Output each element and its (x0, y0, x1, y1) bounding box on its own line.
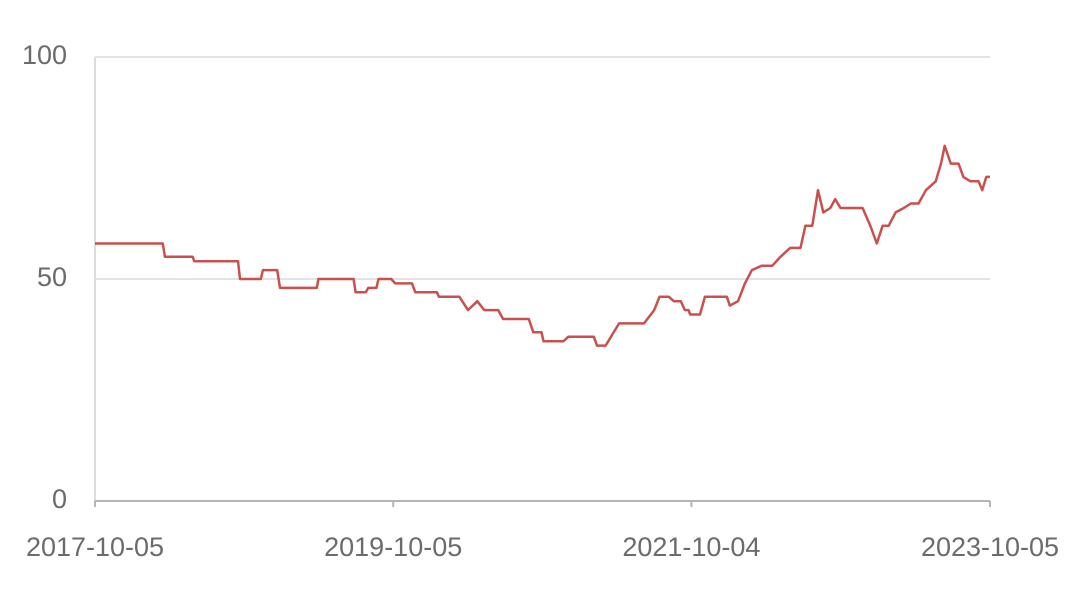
y-tick-label: 100 (22, 40, 67, 70)
data-line (95, 144, 990, 347)
x-tick-label: 2023-10-05 (921, 532, 1059, 562)
x-tick-label: 2021-10-04 (622, 532, 760, 562)
y-tick-label: 0 (52, 484, 67, 514)
x-tick-label: 2019-10-05 (324, 532, 462, 562)
x-tick-label: 2017-10-05 (26, 532, 164, 562)
y-tick-label: 50 (37, 262, 67, 292)
